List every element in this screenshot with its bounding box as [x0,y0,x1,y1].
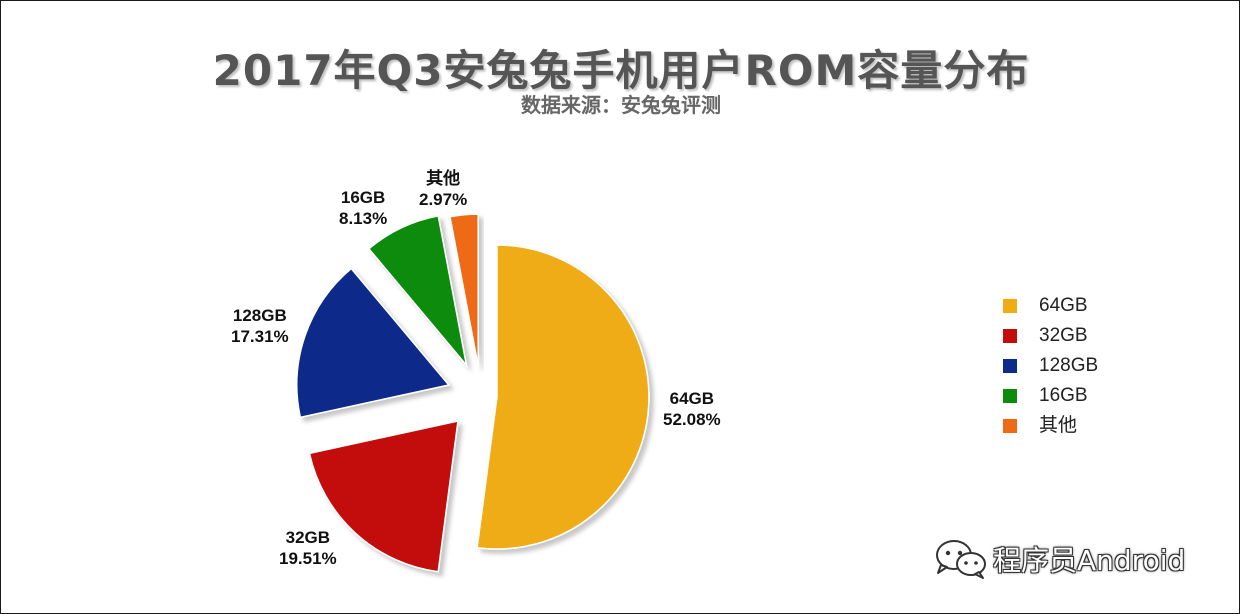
pie-slice-128gb [296,267,451,419]
chart-title: 2017年Q3安兔兔手机用户ROM容量分布 [212,46,1030,95]
slice-name-16gb: 16GB [340,188,386,207]
slice-label-other: 其他 2.97% [419,168,467,210]
pie-slice-16gb [367,215,468,368]
legend-label-16gb: 16GB [1039,385,1088,406]
slice-label-64gb: 64GB 52.08% [663,388,721,430]
slice-percent-64gb: 52.08% [663,410,721,429]
slice-name-64gb: 64GB [669,389,715,408]
legend-swatch-other [1003,419,1017,433]
slice-label-128gb: 128GB 17.31% [231,305,289,347]
legend-label-128gb: 128GB [1039,355,1099,376]
pie-slice-32gb [308,420,459,573]
chart-subtitle: 数据来源：安兔兔评测 [521,93,721,117]
slice-percent-128gb: 17.31% [231,327,289,346]
wechat-icon [936,540,986,579]
pie-slice-other [449,213,479,367]
legend-label-32gb: 32GB [1039,325,1088,346]
slice-label-16gb: 16GB 8.13% [339,187,387,229]
watermark-text: 程序员Android [993,544,1186,577]
slice-name-32gb: 32GB [285,528,331,547]
slice-name-other: 其他 [426,169,461,188]
pie-slice-64gb [476,244,650,550]
legend-swatch-128gb [1003,359,1017,373]
legend-swatch-32gb [1003,329,1017,343]
legend-swatch-16gb [1003,389,1017,403]
legend-label-other: 其他 [1039,415,1078,436]
slice-label-32gb: 32GB 19.51% [279,527,337,569]
legend-swatch-64gb [1003,299,1017,313]
slice-percent-16gb: 8.13% [339,209,388,228]
slice-percent-32gb: 19.51% [279,549,337,568]
watermark: 程序员Android [933,537,1185,581]
slice-name-128gb: 128GB [232,306,287,325]
legend-label-64gb: 64GB [1039,295,1088,316]
slice-percent-other: 2.97% [419,190,468,209]
